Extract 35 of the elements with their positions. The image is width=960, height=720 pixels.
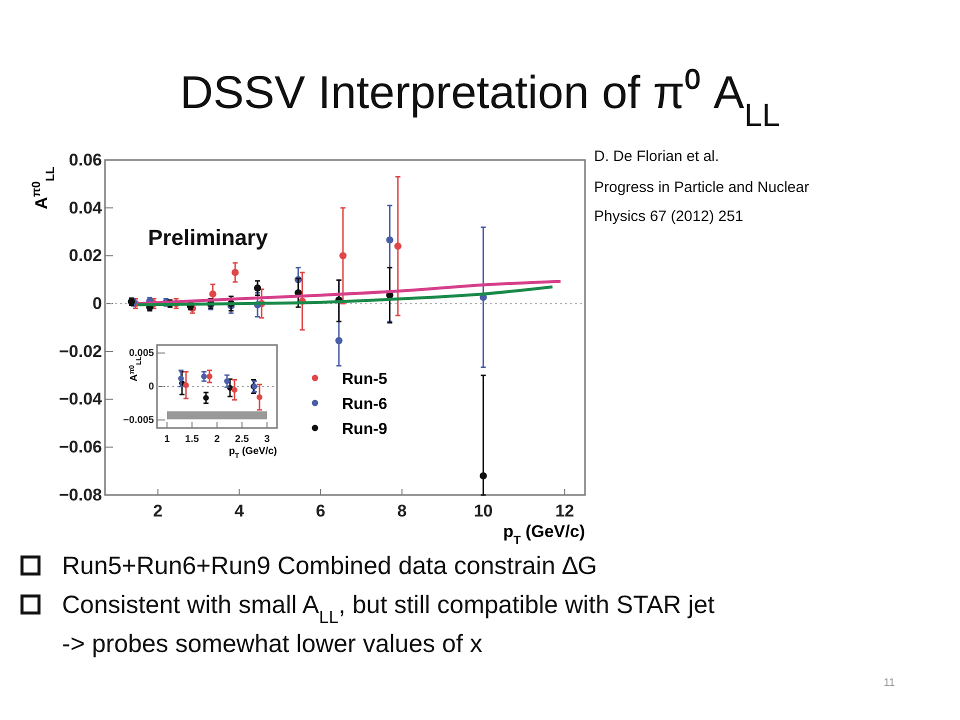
x-tick-label: 12 bbox=[555, 502, 574, 521]
y-tick-label: 0.04 bbox=[68, 198, 103, 218]
x-tick-label: 4 bbox=[234, 502, 245, 521]
text: Consistent with small A$_{LL}$, but still compatible with STAR jet bbox=[62, 591, 715, 627]
y-tick-label: 0.06 bbox=[68, 150, 102, 170]
legend-label: Run-5 bbox=[342, 371, 388, 388]
text: -> probes somewhat lower values of x bbox=[62, 630, 483, 658]
x-tick-label: 2 bbox=[153, 502, 163, 521]
text: Physics 67 (2012) 251 bbox=[594, 208, 744, 225]
x-tick-label: 3 bbox=[264, 434, 270, 445]
text: Progress in Particle and Nuclear bbox=[594, 179, 810, 196]
y-tick-label: −0.005 bbox=[123, 415, 154, 426]
y-tick-label: 0 bbox=[148, 382, 154, 393]
x-tick-label: 2.5 bbox=[235, 434, 250, 445]
y-tick-label: −0.02 bbox=[58, 342, 102, 361]
y-tick-label: 0 bbox=[92, 294, 102, 314]
text: D. De Florian et al. bbox=[594, 148, 720, 165]
x-tick-label: 10 bbox=[474, 502, 493, 521]
x-axis-title: p$_{T}$ (GeV/c) bbox=[503, 522, 585, 547]
x-tick-label: 8 bbox=[397, 502, 407, 521]
x-axis-title: p$_{T}$ (GeV/c) bbox=[228, 446, 277, 460]
x-tick-label: 1 bbox=[164, 434, 170, 445]
chart-title: DSSV Interpretation of π⁰ A$_{LL}$ bbox=[180, 66, 780, 133]
y-tick-label: −0.06 bbox=[58, 438, 102, 457]
legend-label: Run-9 bbox=[342, 421, 388, 438]
text: Run5+Run6+Run9 Combined data constrain ∆G bbox=[62, 552, 598, 580]
x-tick-label: 2 bbox=[214, 434, 220, 445]
text: 11 bbox=[884, 677, 895, 689]
y-tick-label: −0.08 bbox=[58, 485, 102, 504]
legend-label: Run-6 bbox=[342, 396, 388, 413]
annotation: Preliminary bbox=[148, 225, 269, 250]
x-tick-label: 6 bbox=[316, 502, 326, 521]
y-tick-label: −0.04 bbox=[58, 390, 103, 409]
y-tick-label: 0.02 bbox=[68, 246, 102, 266]
x-tick-label: 1.5 bbox=[185, 434, 200, 445]
